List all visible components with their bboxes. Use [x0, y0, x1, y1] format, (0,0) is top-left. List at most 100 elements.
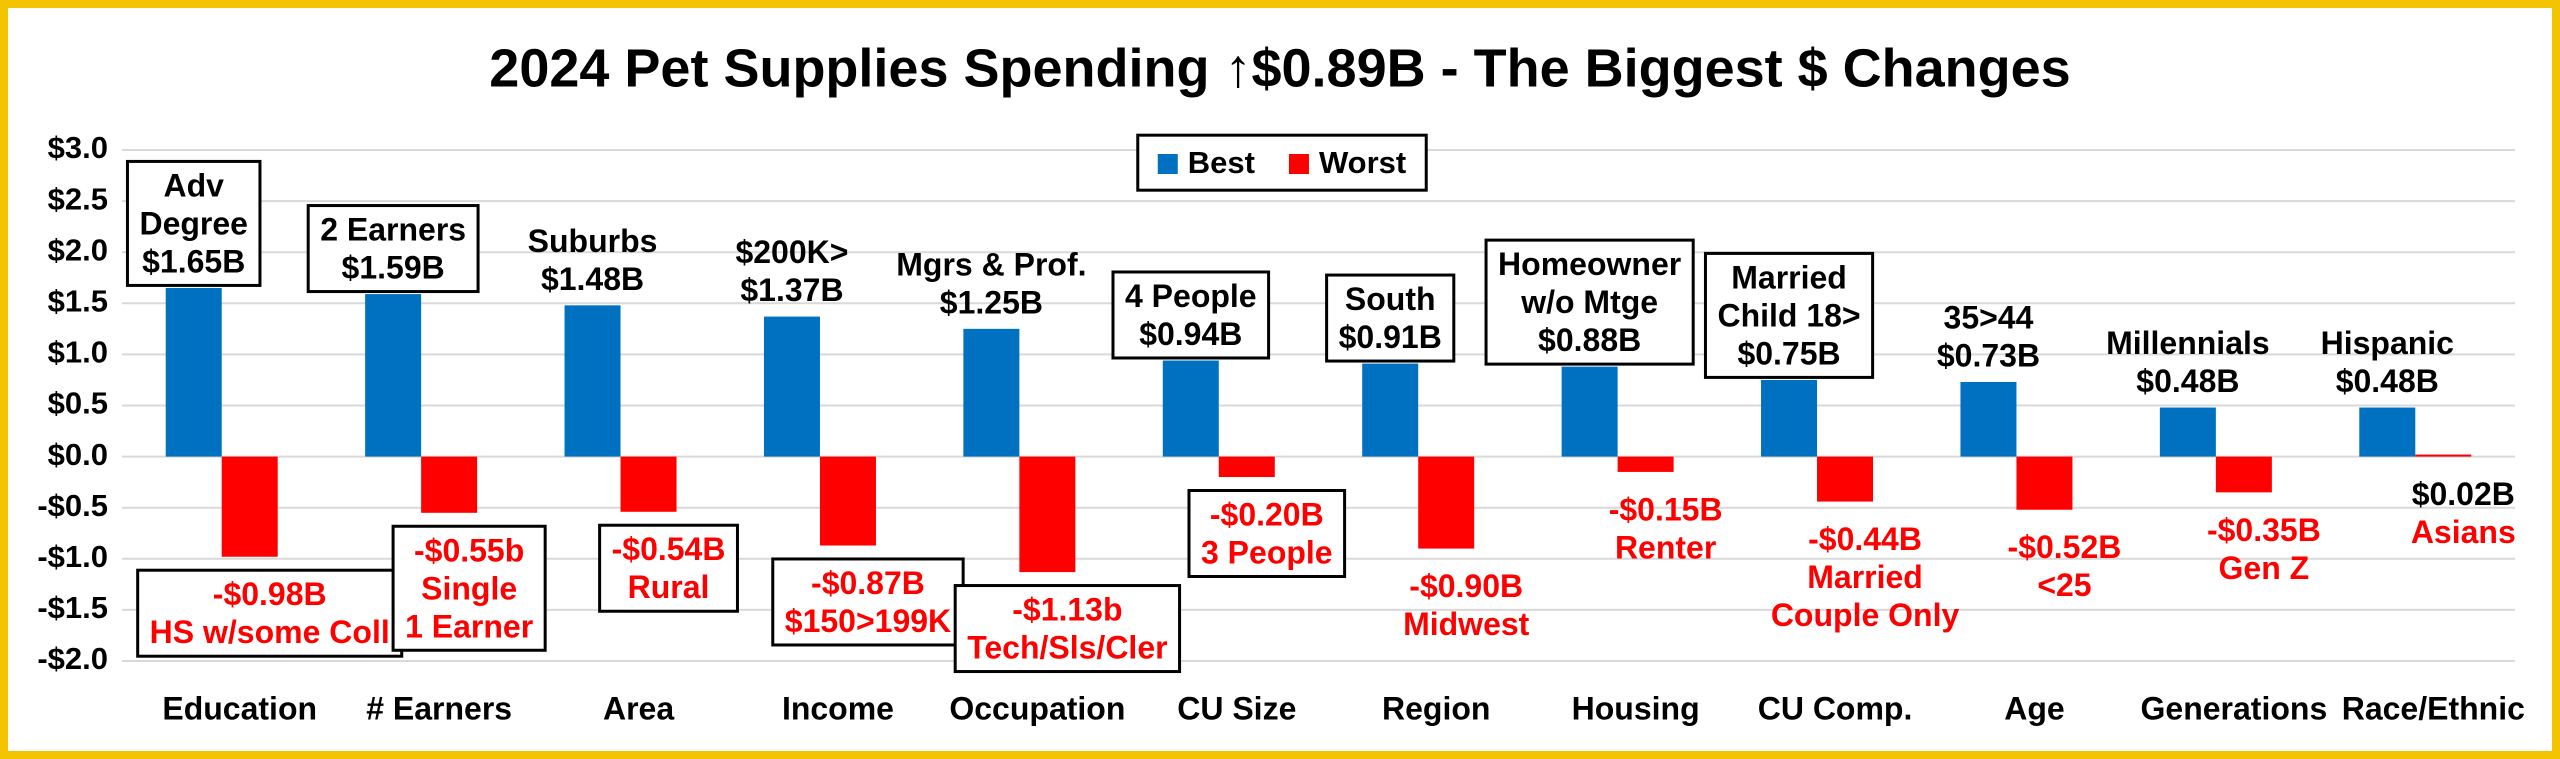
- point-label: Married: [1807, 559, 1923, 595]
- value-label: $1.59B: [342, 250, 445, 286]
- point-label: Gen Z: [2219, 550, 2310, 586]
- value-label: $0.91B: [1339, 319, 1442, 355]
- bar: [564, 305, 621, 457]
- x-tick-label: Income: [782, 690, 894, 726]
- x-tick-label: Generations: [2141, 690, 2328, 726]
- value-label: -$0.44B: [1808, 521, 1922, 557]
- value-label: $0.02B: [2412, 476, 2515, 512]
- bar: [2016, 456, 2073, 510]
- y-tick-label: $0.0: [48, 437, 108, 472]
- bar: [1761, 379, 1818, 457]
- data-label: Millennials$0.48B: [2106, 325, 2270, 399]
- point-label: w/o Mtge: [1520, 284, 1658, 320]
- value-label: $0.48B: [2136, 363, 2239, 399]
- value-label: $0.88B: [1538, 322, 1641, 358]
- legend-swatch: [1288, 154, 1309, 174]
- value-label: -$0.55b: [414, 532, 524, 568]
- label-box: [306, 204, 480, 294]
- value-label: -$0.15B: [1609, 491, 1723, 527]
- point-label: 1 Earner: [405, 608, 533, 644]
- point-label: Couple Only: [1771, 597, 1960, 633]
- x-tick-label: # Earners: [366, 690, 512, 726]
- point-label: South: [1345, 281, 1436, 317]
- x-tick-label: CU Comp.: [1758, 690, 1913, 726]
- bar: [165, 287, 222, 457]
- bar: [1362, 363, 1419, 457]
- point-label: <25: [2037, 567, 2091, 603]
- point-label: HS w/some Coll: [150, 614, 390, 650]
- legend-label: Best: [1188, 145, 1255, 180]
- y-tick-label: -$2.0: [37, 641, 108, 676]
- value-label: $1.25B: [940, 284, 1043, 320]
- label-box: [391, 524, 547, 652]
- grid: -$2.0 -$1.5 -$1.0 -$0.5 $0.0 $0.5 $1.0 $1.5 $2.0…: [37, 130, 2515, 676]
- bar: [365, 294, 422, 457]
- value-label: $1.65B: [142, 243, 245, 279]
- bar: [1019, 456, 1076, 573]
- value-label: $1.37B: [740, 272, 843, 308]
- label-box: [1111, 270, 1271, 360]
- x-tick-label: Region: [1382, 690, 1490, 726]
- y-tick-label: -$1.0: [37, 539, 108, 574]
- bar: [2159, 407, 2216, 457]
- point-label: $200K>: [735, 234, 848, 270]
- point-label: Married: [1731, 259, 1847, 295]
- y-tick-label: $2.0: [48, 232, 108, 267]
- value-label: -$0.35B: [2207, 512, 2321, 548]
- y-tick-label: -$1.5: [37, 590, 108, 625]
- y-tick-label: $1.0: [48, 335, 108, 370]
- data-label: Suburbs$1.48B: [528, 223, 658, 297]
- x-tick-label: Race/Ethnic: [2342, 690, 2525, 726]
- x-tick-label: Area: [603, 690, 674, 726]
- data-label: Mgrs & Prof.$1.25B: [896, 246, 1086, 320]
- value-label: -$0.54B: [612, 531, 726, 567]
- x-tick-label: Housing: [1572, 690, 1700, 726]
- value-label: -$0.90B: [1409, 568, 1523, 604]
- bar: [421, 456, 478, 513]
- bar: [1162, 360, 1219, 457]
- data-label: Hispanic$0.48B: [2321, 325, 2454, 399]
- bar: [2359, 407, 2416, 457]
- value-label: $1.48B: [541, 261, 644, 297]
- value-label: $0.94B: [1139, 316, 1242, 352]
- label-box: [953, 584, 1182, 674]
- value-label: $0.75B: [1737, 335, 1840, 371]
- point-label: Asians: [2411, 514, 2516, 550]
- bar: [2215, 456, 2272, 493]
- data-label: 4 People$0.94B: [1111, 270, 1271, 360]
- bar: [2415, 454, 2472, 457]
- label-box: [598, 523, 739, 613]
- x-tick-label: Age: [2004, 690, 2064, 726]
- bar: [819, 456, 876, 546]
- legend-box: [1136, 133, 1428, 192]
- data-label: $200K>$1.37B: [735, 234, 848, 308]
- bar: [1418, 456, 1475, 549]
- label-box: [1484, 238, 1695, 366]
- point-label: Single: [421, 570, 517, 606]
- point-label: $150>199K: [785, 603, 951, 639]
- label-box: [771, 557, 965, 647]
- data-label: 2 Earners$1.59B: [306, 204, 480, 294]
- value-label: -$1.13b: [1012, 592, 1122, 628]
- point-label: Mgrs & Prof.: [896, 246, 1086, 282]
- bar: [763, 316, 820, 457]
- value-label: -$0.87B: [811, 565, 925, 601]
- bar: [620, 456, 677, 512]
- chart-title: 2024 Pet Supplies Spending ↑$0.89B - The…: [489, 38, 2070, 98]
- value-label: -$0.52B: [2008, 529, 2122, 565]
- point-label: Tech/Sls/Cler: [967, 630, 1167, 666]
- label-box: [1187, 488, 1347, 578]
- point-label: 4 People: [1125, 278, 1257, 314]
- point-label: Homeowner: [1498, 246, 1681, 282]
- y-tick-label: $0.5: [48, 386, 108, 421]
- plot: Education # Earners Area Income Occupation CU…: [125, 159, 2525, 726]
